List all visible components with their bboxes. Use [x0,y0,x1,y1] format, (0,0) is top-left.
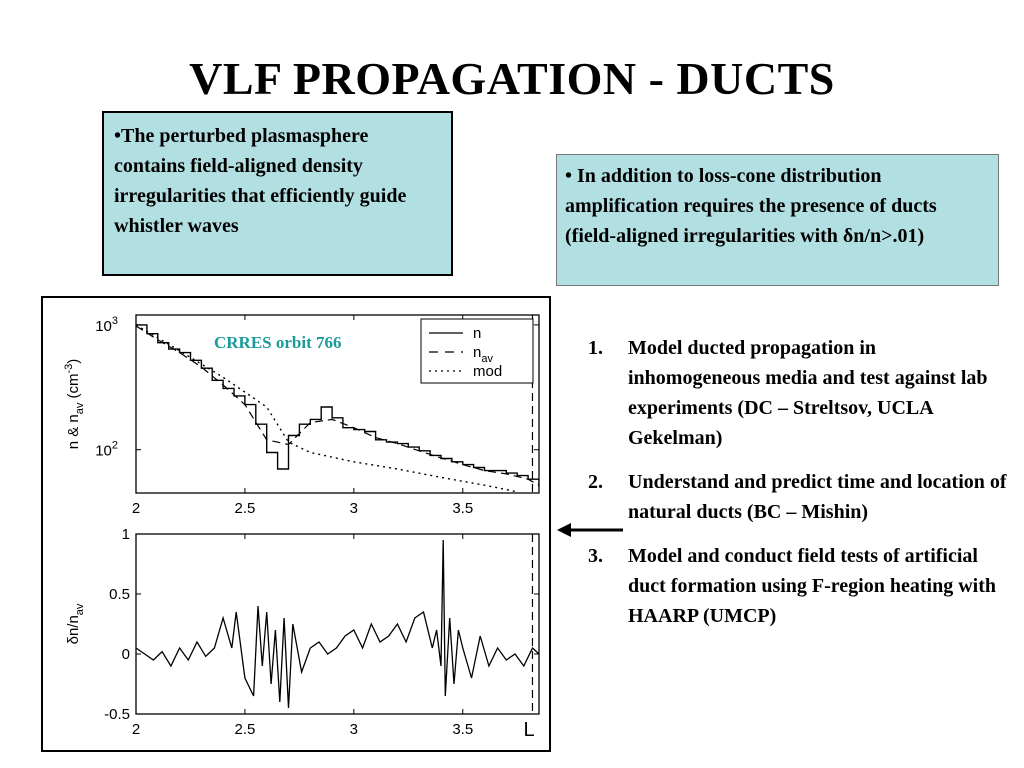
x-tick-label: 2.5 [234,500,255,517]
y-tick-label: -0.5 [104,706,130,723]
x-tick-label: 3.5 [452,721,473,738]
y-axis-label-unit: (cm [65,373,82,402]
plasmasphere-note-text: •The perturbed plasmasphere contains fie… [114,125,407,237]
step-text: Model ducted propagation in inhomogeneou… [628,337,988,449]
series-line-nav [136,325,539,486]
y-tick-label: 103 [95,315,118,335]
step-number: 1. [588,337,603,359]
step-item: 1. Model ducted propagation in inhomogen… [588,333,1008,453]
plot-frame [135,314,540,494]
series-line-mod [136,324,518,493]
x-tick-label: 2 [132,721,140,738]
slide-title: VLF PROPAGATION - DUCTS [189,53,835,104]
amplification-note-text: • In addition to loss-cone distribution … [565,165,937,247]
plot-frame [135,533,540,715]
legend-box [420,318,534,384]
step-text: Model and conduct field tests of artific… [628,545,996,627]
y-axis-label: δn/nav [65,603,86,644]
series-line-nnav [136,539,539,709]
amplification-note-box: • In addition to loss-cone distribution … [556,154,999,286]
x-axis-label: L [523,719,534,741]
legend-label: mod [473,363,502,380]
y-tick-exponent: 2 [112,440,118,452]
step-item: 2. Understand and predict time and locat… [588,467,1008,527]
x-tick-label: 3 [350,721,358,738]
perturbation-chart: 2 2.5 3 3.5 1 0.5 0 -0.5 δn/nav L [65,526,540,741]
x-tick-label: 3 [350,500,358,517]
y-tick-exponent: 3 [112,315,118,327]
y-axis-label-main: δn/n [65,615,82,644]
arrow-left-icon [557,523,623,537]
x-tick-label: 3.5 [452,500,473,517]
x-tick-label: 2.5 [234,721,255,738]
y-axis-label-sub: av [74,603,86,615]
step-number: 3. [588,545,603,567]
y-axis-label-close: ) [65,359,82,364]
crres-figure: 2 2.5 3 3.5 103 102 n & nav (cm-3) n nav mod CRRES… [41,296,551,752]
plasmasphere-note-box: •The perturbed plasmasphere contains fie… [102,111,453,276]
y-axis-label: n & nav (cm-3) [63,359,86,450]
y-axis-label-unit-exp: -3 [63,364,75,374]
legend-label: n [473,325,481,342]
y-axis-label-sub: av [74,402,86,414]
step-item: 3. Model and conduct field tests of arti… [588,541,1008,631]
y-tick-label: 102 [95,440,118,460]
y-tick-label: 1 [122,526,130,543]
x-tick-label: 2 [132,500,140,517]
y-axis-label-main: n & n [65,414,82,449]
research-steps-list: 1. Model ducted propagation in inhomogen… [588,333,1008,631]
step-number: 2. [588,471,603,493]
orbit-annotation: CRRES orbit 766 [214,333,342,352]
legend-label-sub: av [481,353,493,365]
step-text: Understand and predict time and location… [628,471,1007,523]
y-tick-label: 0 [122,646,130,663]
y-tick-label: 0.5 [109,586,130,603]
